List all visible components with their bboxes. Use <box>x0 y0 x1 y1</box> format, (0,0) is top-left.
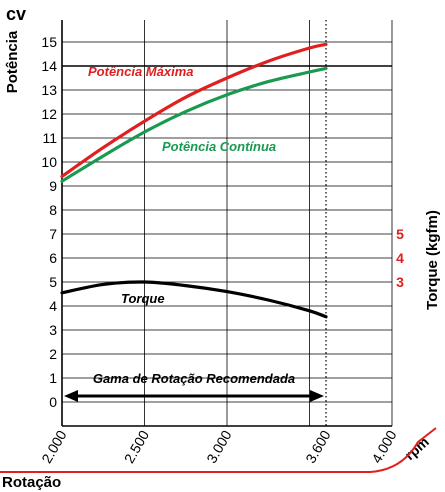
x-tick-label: 2.000 <box>38 427 69 466</box>
y-tick-label: 13 <box>41 82 57 98</box>
recommended-range: Gama de Rotação Recomendada <box>64 371 324 402</box>
y-tick-label: 14 <box>41 58 57 74</box>
y-tick-label: 12 <box>41 106 57 122</box>
y-tick-label: 10 <box>41 154 57 170</box>
x-tick-labels: 2.000 2.500 3.000 3.600 4.000 <box>38 427 399 466</box>
series-line-potencia-maxima <box>60 42 328 178</box>
y-tick-label: 7 <box>49 226 57 242</box>
series-line-torque <box>60 280 328 319</box>
series-label-torque: Torque <box>121 291 165 306</box>
right-axis-title: Torque (kgfm) <box>424 210 441 310</box>
series-line-potencia-continua <box>60 66 328 183</box>
recommended-range-arrowhead-right <box>310 390 324 402</box>
torque-tick-labels: 5 4 3 <box>396 226 404 290</box>
y-tick-label: 4 <box>49 298 57 314</box>
y-tick-label: 6 <box>49 250 57 266</box>
x-tick-label: 3.600 <box>302 427 333 466</box>
y-tick-label: 9 <box>49 178 57 194</box>
y-axis-unit: cv <box>6 4 26 24</box>
y-tick-label: 15 <box>41 34 57 50</box>
series-label-potencia-continua: Potência Contínua <box>162 139 276 154</box>
series-label-potencia-maxima: Potência Máxima <box>88 64 194 79</box>
chart-grid <box>61 20 393 427</box>
recommended-range-label: Gama de Rotação Recomendada <box>93 371 295 386</box>
y-tick-label: 1 <box>49 370 57 386</box>
y-tick-label: 2 <box>49 346 57 362</box>
torque-tick-label: 4 <box>396 250 404 266</box>
recommended-range-arrowhead-left <box>64 390 78 402</box>
x-tick-label: 2.500 <box>121 427 152 466</box>
y-tick-label: 0 <box>49 394 57 410</box>
series-lines <box>60 42 328 319</box>
torque-tick-label: 5 <box>396 226 404 242</box>
torque-tick-label: 3 <box>396 274 404 290</box>
rpm-swoosh-decoration <box>0 427 437 473</box>
y-tick-label: 11 <box>42 130 57 146</box>
y-tick-label: 5 <box>49 274 57 290</box>
y-tick-label: 8 <box>49 202 57 218</box>
x-tick-label: 4.000 <box>368 427 399 466</box>
y-axis-title: Potência <box>4 30 21 93</box>
x-axis-title: Rotação <box>2 474 61 491</box>
y-tick-label: 3 <box>49 322 57 338</box>
x-tick-label: 3.000 <box>203 427 234 466</box>
